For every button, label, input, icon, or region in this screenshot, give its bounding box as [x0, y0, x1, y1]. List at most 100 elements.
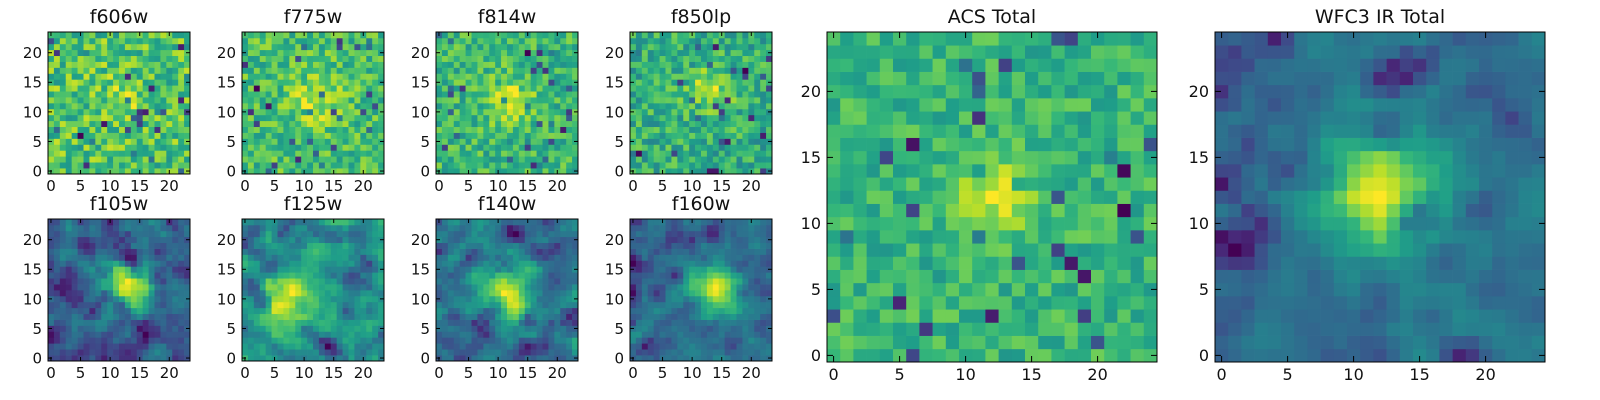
heatmap-cell: [548, 162, 555, 169]
heatmap-cell: [277, 236, 284, 244]
heatmap-cell: [342, 67, 349, 74]
heatmap-cell: [441, 295, 449, 303]
heatmap-cell: [301, 97, 308, 104]
heatmap-cell: [572, 248, 579, 255]
heatmap-cell: [671, 32, 678, 39]
heatmap-cell: [677, 126, 684, 133]
heatmap-cell: [483, 325, 490, 332]
heatmap-cell: [53, 97, 61, 104]
heatmap-cell: [89, 266, 96, 273]
heatmap-cell: [653, 349, 660, 356]
heatmap-cell: [659, 73, 666, 80]
heatmap-cell: [242, 132, 249, 139]
heatmap-cell: [360, 73, 367, 80]
heatmap-cell: [83, 313, 90, 320]
heatmap-cell: [378, 313, 385, 320]
heatmap-cell: [689, 79, 696, 86]
heatmap-cell: [489, 224, 496, 232]
y-tick-label: 5: [420, 133, 430, 151]
heatmap-cell: [366, 91, 373, 98]
heatmap-cell: [653, 120, 660, 128]
heatmap-cell: [736, 272, 743, 279]
heatmap-cell: [536, 349, 543, 356]
heatmap-cell: [160, 43, 167, 51]
heatmap-cell: [283, 126, 290, 133]
heatmap-cell: [366, 219, 373, 226]
heatmap-cell: [471, 32, 478, 39]
heatmap-cell: [71, 301, 78, 309]
heatmap-cell: [766, 272, 773, 279]
heatmap-cell: [653, 307, 660, 315]
heatmap-cell: [271, 349, 278, 356]
heatmap-cell: [677, 260, 684, 267]
heatmap-cell: [542, 156, 549, 163]
heatmap-cell: [53, 254, 61, 261]
heatmap-cell: [471, 67, 478, 74]
heatmap-cell: [736, 144, 743, 151]
heatmap-cell: [124, 126, 132, 133]
heatmap-cell: [453, 114, 461, 122]
heatmap-cell: [124, 144, 132, 151]
heatmap-cell: [518, 97, 526, 104]
x-tick-label: 0: [240, 177, 250, 195]
heatmap-cell: [378, 284, 385, 291]
heatmap-cell: [653, 230, 660, 238]
heatmap-cell: [495, 230, 502, 238]
heatmap-cell: [77, 114, 84, 122]
heatmap-cell: [336, 156, 343, 163]
heatmap-cell: [259, 295, 267, 303]
heatmap-cell: [524, 242, 532, 249]
heatmap-cell: [701, 278, 708, 285]
heatmap-cell: [718, 55, 726, 62]
heatmap-cell: [689, 337, 696, 344]
heatmap-cell: [724, 242, 731, 249]
heatmap-cell: [172, 260, 179, 267]
heatmap-cell: [154, 91, 161, 98]
heatmap-cell: [447, 319, 455, 326]
heatmap-cell: [160, 144, 167, 151]
heatmap-cell: [259, 61, 267, 68]
heatmap-cell: [724, 219, 731, 226]
heatmap-cell: [160, 55, 167, 62]
heatmap-cell: [477, 307, 484, 315]
panel-title: f140w: [477, 193, 537, 215]
heatmap-cell: [712, 290, 720, 297]
heatmap-cell: [295, 295, 302, 303]
heatmap-cell: [301, 307, 308, 315]
heatmap-cells: [630, 219, 773, 362]
heatmap-cell: [742, 138, 749, 145]
heatmap-cell: [101, 120, 108, 128]
axes-frame: [241, 31, 385, 175]
heatmap-cell: [160, 301, 167, 309]
heatmap-cell: [453, 236, 461, 244]
heatmap-cell: [83, 43, 90, 51]
heatmap-cell: [89, 254, 96, 261]
x-tick-label: 10: [683, 364, 702, 382]
heatmap-cell: [671, 126, 678, 133]
heatmap-cell: [71, 126, 78, 133]
heatmap-cell: [83, 73, 90, 80]
heatmap-cell: [554, 103, 561, 110]
heatmap-cell: [59, 49, 67, 57]
heatmap-cell: [718, 266, 726, 273]
heatmap-cell: [172, 230, 179, 238]
heatmap-cell: [465, 230, 472, 238]
heatmap-cell: [178, 97, 185, 104]
heatmap-cell: [124, 43, 132, 51]
heatmap-cell: [489, 162, 496, 169]
heatmap-cell: [301, 114, 308, 122]
heatmap-cell: [683, 313, 690, 320]
heatmap-cell: [483, 43, 490, 51]
heatmap-cell: [635, 61, 643, 68]
heatmap-cell: [142, 108, 149, 116]
heatmap-cell: [530, 331, 537, 338]
heatmap-cell: [160, 319, 167, 326]
heatmap-cell: [530, 103, 537, 110]
heatmap-cell: [436, 260, 443, 267]
heatmap-cell: [301, 61, 308, 68]
heatmap-cell: [477, 55, 484, 62]
heatmap-cell: [277, 319, 284, 326]
heatmap-cell: [101, 32, 108, 39]
heatmap-cell: [766, 126, 773, 133]
heatmap-cell: [354, 248, 361, 255]
